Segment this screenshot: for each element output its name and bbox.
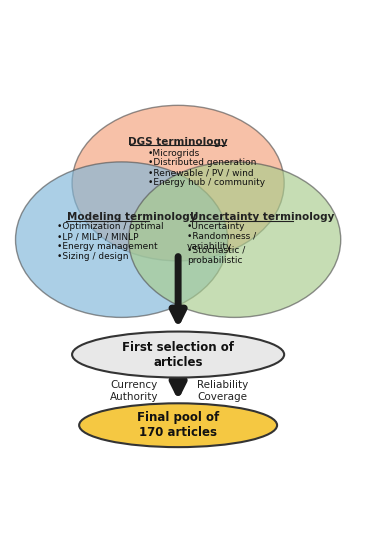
Text: •Renewable / PV / wind: •Renewable / PV / wind	[148, 168, 254, 177]
Ellipse shape	[72, 332, 284, 377]
Text: •LP / MILP / MINLP: •LP / MILP / MINLP	[57, 232, 139, 241]
Ellipse shape	[129, 162, 341, 317]
Ellipse shape	[72, 106, 284, 261]
Text: •Sizing / design: •Sizing / design	[57, 252, 129, 261]
Text: First selection of
articles: First selection of articles	[122, 340, 234, 368]
Text: •Energy hub / community: •Energy hub / community	[148, 178, 265, 187]
Ellipse shape	[79, 403, 277, 447]
Text: Final pool of
170 articles: Final pool of 170 articles	[137, 411, 219, 439]
Text: Reliability
Coverage: Reliability Coverage	[197, 380, 248, 402]
Text: •Distributed generation: •Distributed generation	[148, 158, 256, 167]
Text: •Randomness /
variability: •Randomness / variability	[187, 232, 256, 251]
Text: •Microgrids: •Microgrids	[148, 148, 200, 157]
Text: Currency
Authority: Currency Authority	[110, 380, 158, 402]
Text: •Uncertainty: •Uncertainty	[187, 222, 245, 232]
Text: DGS terminology: DGS terminology	[128, 137, 228, 147]
Ellipse shape	[15, 162, 227, 317]
Text: •Energy management: •Energy management	[57, 242, 158, 251]
Text: •Stochastic /
probabilistic: •Stochastic / probabilistic	[187, 245, 245, 265]
Text: •Optimization / optimal: •Optimization / optimal	[57, 222, 164, 232]
Text: Uncertainty terminology: Uncertainty terminology	[191, 212, 335, 222]
Text: Modeling terminology: Modeling terminology	[67, 212, 196, 222]
